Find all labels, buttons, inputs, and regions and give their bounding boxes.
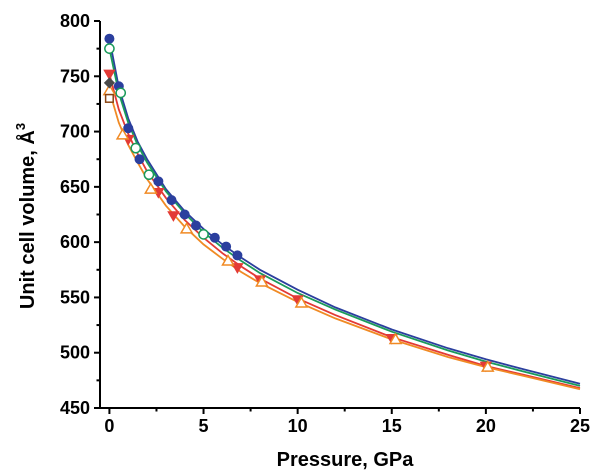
series-3-point-8	[480, 360, 495, 372]
y-tick-label-1: 500	[60, 343, 90, 363]
series-3-point-4	[221, 253, 235, 266]
series-0-point-8	[209, 232, 220, 243]
series-5-points	[103, 77, 115, 89]
plot-area	[102, 33, 581, 391]
series-0-points	[104, 33, 243, 261]
y-tick-label-4: 650	[60, 177, 90, 197]
series-3-fit-line	[108, 90, 581, 391]
series-5-point-0	[103, 77, 115, 89]
series-0-point-3	[134, 154, 145, 165]
series-1-point-1	[115, 87, 127, 99]
series-1-fit-line	[108, 48, 581, 387]
series-4-point-0	[104, 93, 114, 103]
x-tick-label-0: 0	[104, 416, 114, 436]
y-tick-label-7: 800	[60, 11, 90, 31]
series-3-point-2	[144, 182, 158, 194]
series-1-point-4	[198, 229, 209, 240]
series-3-point-6	[294, 295, 309, 308]
series-0-point-4	[153, 176, 164, 187]
series-0-point-6	[179, 209, 190, 220]
x-tick-label-1: 5	[199, 416, 209, 436]
series-2-point-0	[103, 69, 116, 81]
series-3-point-5	[255, 274, 269, 287]
axis-labels: Pressure, GPa Unit cell volume, Å3	[13, 123, 414, 471]
series-2-points	[103, 69, 493, 373]
y-tick-label-2: 550	[60, 287, 90, 307]
series-3-points	[102, 83, 495, 372]
series-4-points	[104, 93, 114, 103]
series-0-point-2	[123, 123, 134, 134]
series-0-point-5	[166, 195, 177, 206]
series-2-point-3	[167, 211, 180, 222]
x-axis-label: Pressure, GPa	[277, 449, 415, 471]
series-2-point-4	[231, 263, 244, 274]
x-tick-label-4: 20	[476, 416, 496, 436]
x-tick-label-3: 15	[382, 416, 402, 436]
series-1-point-3	[143, 169, 155, 181]
x-tick-label-5: 25	[570, 416, 590, 436]
axes: 0 5 10 15 20 25 450 500 550 600 650 700 750 800	[60, 11, 590, 436]
y-tick-label-6: 750	[60, 66, 90, 86]
series-0-point-9	[221, 241, 232, 252]
series-3-point-7	[388, 332, 403, 345]
y-tick-label-0: 450	[60, 398, 90, 418]
series-1-points	[104, 43, 209, 240]
y-tick-label-3: 600	[60, 232, 90, 252]
series-2-fit-line	[108, 73, 581, 389]
series-3-point-3	[179, 221, 194, 234]
series-0-point-10	[232, 250, 243, 261]
y-axis-label-main: Unit cell volume, Å	[15, 130, 39, 309]
series-0-point-0	[104, 33, 115, 44]
series-1-point-0	[104, 43, 115, 54]
series-1-point-2	[130, 142, 142, 154]
y-axis-label: Unit cell volume, Å3	[13, 123, 39, 309]
series-0-point-7	[190, 220, 201, 231]
series-0-fit-line	[108, 38, 581, 385]
series-3-point-1	[115, 127, 130, 140]
y-tick-label-5: 700	[60, 122, 90, 142]
y-axis-label-sup: 3	[13, 123, 28, 130]
x-tick-label-2: 10	[288, 416, 308, 436]
